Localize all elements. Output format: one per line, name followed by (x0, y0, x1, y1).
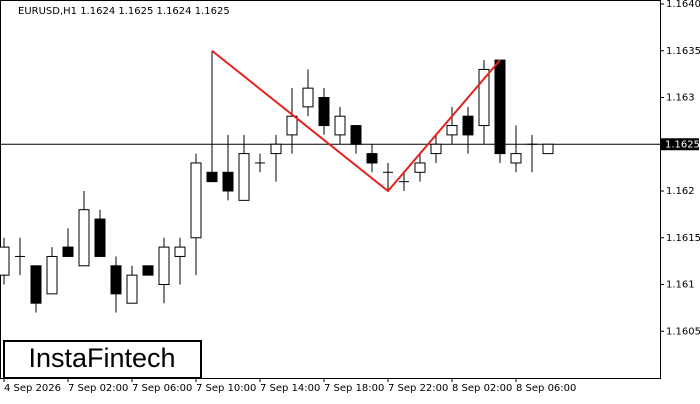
candle-body (334, 115, 346, 136)
candle-body (350, 125, 362, 145)
candle-body (510, 153, 522, 164)
candle-body (366, 153, 378, 164)
x-tick-label: 7 Sep 18:00 (324, 383, 384, 394)
candle-body (30, 265, 42, 304)
candle-body (414, 162, 426, 173)
x-tick-label: 7 Sep 06:00 (132, 383, 192, 394)
candle-body (286, 115, 298, 136)
current-price-box (661, 138, 699, 151)
chart-title: EURUSD,H1 1.1624 1.1625 1.1624 1.1625 (18, 6, 230, 17)
candle-body (46, 255, 58, 295)
candle-body (0, 246, 10, 276)
candle-body (270, 143, 282, 155)
x-tick-label: 8 Sep 02:00 (452, 383, 512, 394)
x-tick-label: 7 Sep 02:00 (68, 383, 128, 394)
y-tick-label: 1.161 (666, 280, 695, 291)
candle-body (222, 171, 234, 192)
pattern-line (211, 49, 501, 193)
candle-body (62, 246, 74, 257)
candle-body (238, 153, 250, 201)
candle-body (206, 171, 218, 183)
candle-body (190, 162, 202, 239)
candle-body (494, 59, 506, 155)
candle-body (78, 209, 90, 267)
candle-body (318, 97, 330, 127)
logo-box (3, 340, 202, 379)
candle-body (158, 246, 170, 286)
current-price-label: 1.1625 (665, 139, 700, 150)
candle-body (302, 87, 314, 108)
logo-text: InstaFintech (28, 343, 175, 373)
x-tick-label: 8 Sep 06:00 (516, 383, 576, 394)
candle-body (462, 115, 474, 136)
y-tick-label: 1.1640 (666, 0, 700, 10)
x-tick-label: 7 Sep 14:00 (260, 383, 320, 394)
candle-body (110, 265, 122, 295)
candle-body (142, 265, 154, 276)
candle-body (542, 143, 554, 155)
candle-body (430, 143, 442, 155)
candle-body (126, 274, 138, 304)
y-tick-label: 1.1635 (666, 46, 700, 57)
y-tick-label: 1.1615 (666, 233, 700, 244)
y-tick-label: 1.1605 (666, 326, 700, 337)
plot-frame (0, 0, 661, 379)
x-tick-label: 4 Sep 2026 (4, 383, 61, 394)
y-tick-label: 1.163 (666, 93, 695, 104)
candle-body (94, 218, 106, 257)
y-tick-label: 1.162 (666, 186, 695, 197)
x-tick-label: 7 Sep 10:00 (196, 383, 256, 394)
x-tick-label: 7 Sep 22:00 (388, 383, 448, 394)
candle-body (446, 125, 458, 136)
candle-body (174, 246, 186, 257)
candle-body (478, 68, 490, 127)
